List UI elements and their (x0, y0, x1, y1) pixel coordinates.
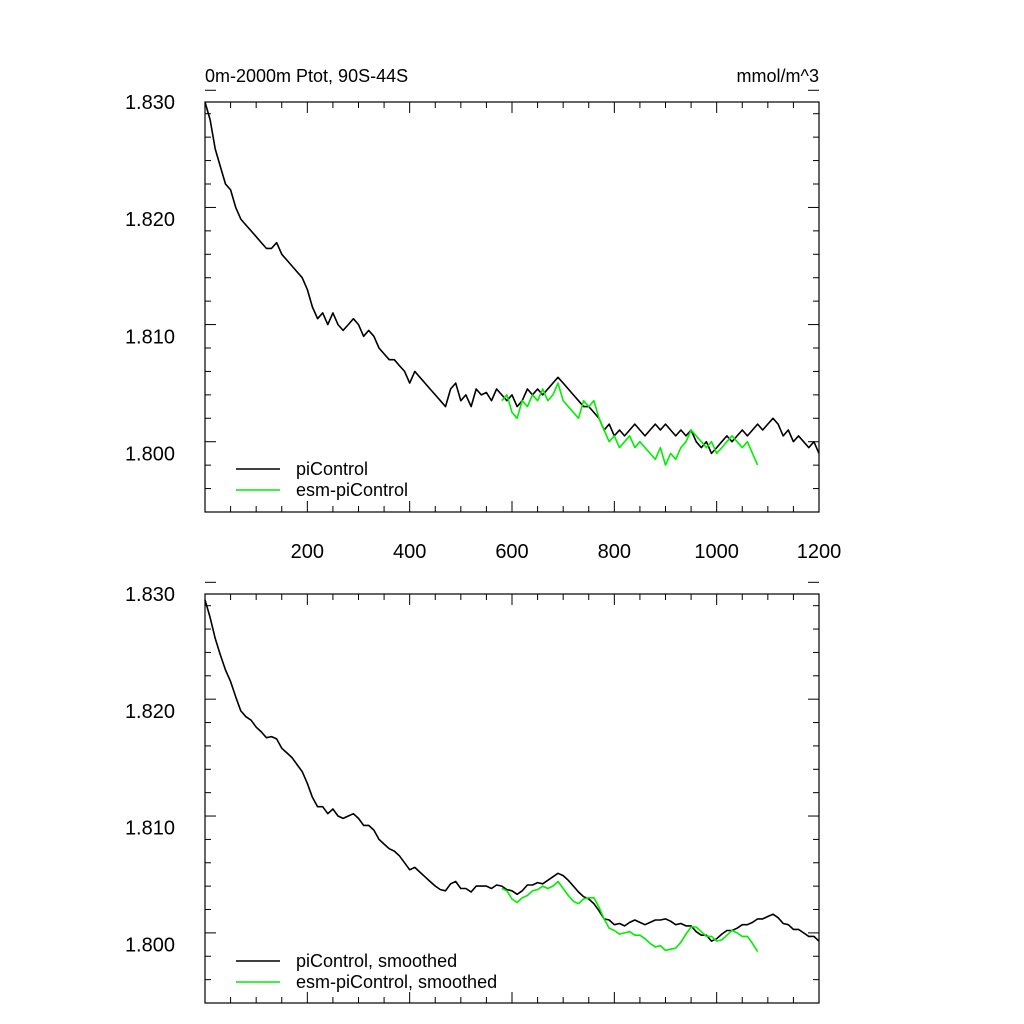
series-line-picontrol-smoothed (204, 599, 820, 942)
legend-label: piControl (296, 459, 368, 479)
plot-frame (204, 593, 820, 1004)
y-tick-label: 1.830 (125, 584, 175, 606)
x-tick-label: 400 (393, 541, 426, 563)
series-line-esm-picontrol-smoothed (501, 880, 759, 953)
y-tick-label: 1.820 (125, 701, 175, 723)
legend-label: piControl, smoothed (296, 951, 457, 971)
series-line-esm-picontrol (501, 382, 759, 466)
series-line-picontrol (204, 101, 820, 455)
y-tick-label: 1.800 (125, 443, 175, 465)
x-tick-label: 800 (598, 541, 631, 563)
chart-title: 0m-2000m Ptot, 90S-44S (205, 66, 408, 86)
x-tick-label: 1200 (797, 541, 842, 563)
x-tick-label: 600 (495, 541, 528, 563)
y-tick-label: 1.820 (125, 209, 175, 231)
plot-frame (204, 101, 820, 513)
units-label: mmol/m^3 (737, 66, 819, 86)
y-tick-label: 1.830 (125, 92, 175, 114)
y-tick-label: 1.810 (125, 326, 175, 348)
x-tick-label: 1000 (694, 541, 739, 563)
x-tick-label: 200 (291, 541, 324, 563)
legend-label: esm-piControl, smoothed (296, 972, 497, 992)
y-tick-label: 1.800 (125, 935, 175, 957)
y-tick-label: 1.810 (125, 818, 175, 840)
panel-bottom: 1.800 1.810 1.820 1.830 piControl, smoothede… (125, 581, 820, 1004)
panel-top: 1.800 1.810 1.820 1.830 200 400 600 800 1000 1200… (125, 66, 841, 563)
legend-label: esm-piControl (296, 480, 408, 500)
